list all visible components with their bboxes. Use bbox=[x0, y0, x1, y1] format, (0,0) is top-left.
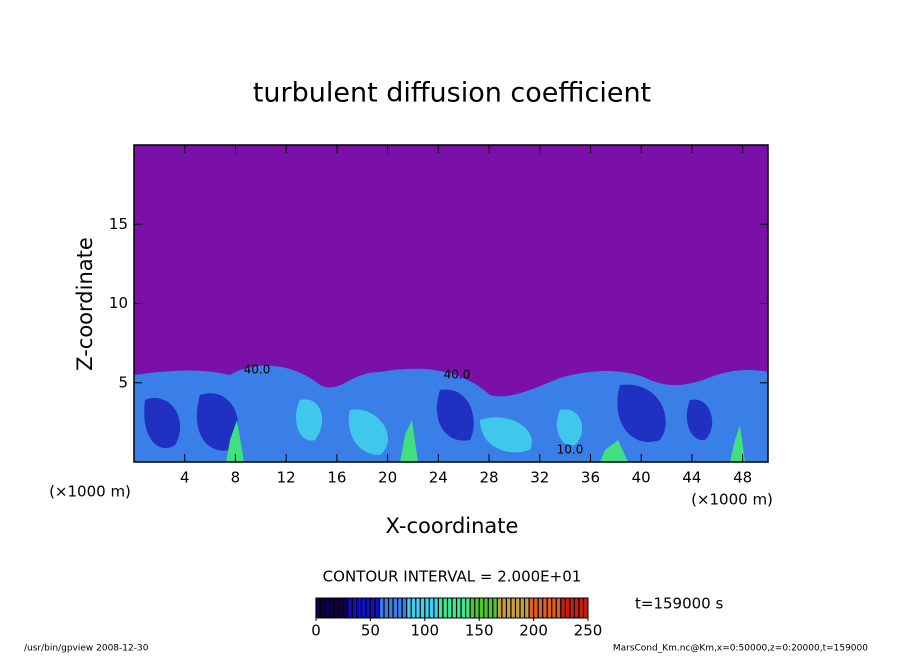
colorbar-cell bbox=[483, 598, 489, 618]
colorbar-cell bbox=[547, 598, 552, 618]
x-axis-label: X-coordinate bbox=[386, 514, 519, 538]
colorbar-cell bbox=[334, 598, 339, 618]
colorbar-cell bbox=[520, 598, 525, 618]
colorbar-cell bbox=[447, 598, 452, 618]
colorbar-cell bbox=[433, 598, 439, 618]
colorbar-cell bbox=[429, 598, 434, 618]
colorbar-cell bbox=[379, 598, 384, 618]
contour-label: 40.0 bbox=[244, 363, 271, 377]
field-high bbox=[295, 399, 583, 455]
colorbar-cell bbox=[320, 598, 326, 618]
colorbar-cell bbox=[501, 598, 507, 618]
colorbar-cell bbox=[533, 598, 539, 618]
colorbar-cell bbox=[488, 598, 493, 618]
colorbar-cell bbox=[365, 598, 371, 618]
x-tick-label: 48 bbox=[733, 469, 752, 487]
colorbar-cell bbox=[442, 598, 448, 618]
colorbar-cell bbox=[497, 598, 502, 618]
colorbar-cell bbox=[370, 598, 375, 618]
colorbar-tick-label: 100 bbox=[410, 622, 439, 640]
colorbar-cell bbox=[529, 598, 534, 618]
x-tick-label: 28 bbox=[479, 469, 498, 487]
colorbar-frame bbox=[315, 597, 589, 619]
colorbar-cell bbox=[393, 598, 398, 618]
colorbar-tick-label: 150 bbox=[465, 622, 494, 640]
colorbar-cell bbox=[411, 598, 416, 618]
contour-label: 40.0 bbox=[444, 368, 471, 382]
colorbar-cell bbox=[406, 598, 412, 618]
x-tick-label: 4 bbox=[180, 469, 190, 487]
footer-right: MarsCond_Km.nc@Km,x=0:50000,z=0:20000,t=… bbox=[613, 644, 868, 654]
colorbar-cell bbox=[465, 598, 471, 618]
colorbar-cell bbox=[470, 598, 475, 618]
x-unit: (×1000 m) bbox=[691, 491, 773, 509]
x-tick-label: 8 bbox=[231, 469, 241, 487]
colorbar-cell bbox=[578, 598, 584, 618]
x-tick-label: 44 bbox=[682, 469, 701, 487]
y-tick-label: 5 bbox=[118, 373, 128, 391]
colorbar-cell bbox=[565, 598, 570, 618]
x-tick-label: 36 bbox=[581, 469, 600, 487]
colorbar-cell bbox=[356, 598, 362, 618]
colorbar-cell bbox=[374, 598, 380, 618]
colorbar-cell bbox=[329, 598, 335, 618]
field-peak bbox=[226, 420, 745, 462]
time-label: t=159000 s bbox=[635, 595, 723, 613]
colorbar-cell bbox=[542, 598, 548, 618]
colorbar-cell bbox=[479, 598, 484, 618]
x-tick-label: 20 bbox=[378, 469, 397, 487]
colorbar-cell bbox=[343, 598, 348, 618]
colorbar-cell bbox=[397, 598, 403, 618]
colorbar-cell bbox=[456, 598, 462, 618]
x-tick-label: 40 bbox=[632, 469, 651, 487]
chart-title: turbulent diffusion coefficient bbox=[253, 78, 651, 109]
y-tick-label: 10 bbox=[109, 294, 128, 312]
colorbar-cell bbox=[352, 598, 357, 618]
colorbar-cell bbox=[384, 598, 389, 618]
field: 40.0 40.0 10.0 bbox=[133, 144, 769, 463]
colorbar-tick-label: 200 bbox=[519, 622, 548, 640]
colorbar-cell bbox=[420, 598, 425, 618]
colorbar-cell bbox=[347, 598, 353, 618]
x-tick-label: 32 bbox=[530, 469, 549, 487]
colorbar-cell bbox=[551, 598, 557, 618]
x-tick-label: 24 bbox=[429, 469, 448, 487]
colorbar-cell bbox=[524, 598, 530, 618]
colorbar-cell bbox=[506, 598, 511, 618]
x-tick-label: 12 bbox=[277, 469, 296, 487]
colorbar-cell bbox=[538, 598, 543, 618]
colorbar-cell bbox=[510, 598, 516, 618]
colorbar-cell bbox=[574, 598, 579, 618]
colorbar-cell bbox=[452, 598, 457, 618]
colorbar-cell bbox=[325, 598, 330, 618]
colorbar-tick-label: 250 bbox=[574, 622, 603, 640]
colorbar-cell bbox=[474, 598, 480, 618]
colorbar-cell bbox=[515, 598, 520, 618]
colorbar-cell bbox=[402, 598, 407, 618]
colorbar-cell bbox=[492, 598, 498, 618]
colorbar-cell bbox=[415, 598, 421, 618]
x-tick-label: 16 bbox=[327, 469, 346, 487]
colorbar-cell bbox=[583, 598, 588, 618]
contour-interval: CONTOUR INTERVAL = 2.000E+01 bbox=[323, 568, 582, 586]
contour-label: 10.0 bbox=[557, 443, 584, 457]
y-axis-label: Z-coordinate bbox=[73, 237, 97, 371]
colorbar-cell bbox=[560, 598, 566, 618]
colorbar-cell bbox=[388, 598, 394, 618]
colorbar-cell bbox=[461, 598, 466, 618]
y-unit: (×1000 m) bbox=[49, 483, 131, 501]
colorbar-cell bbox=[338, 598, 344, 618]
colorbar-cell bbox=[361, 598, 366, 618]
colorbar-cell bbox=[556, 598, 561, 618]
colorbar-tick-label: 0 bbox=[311, 622, 321, 640]
colorbar-tick-label: 50 bbox=[361, 622, 380, 640]
colorbar-cell bbox=[316, 598, 321, 618]
y-tick-label: 15 bbox=[109, 215, 128, 233]
colorbar-cell bbox=[438, 598, 443, 618]
footer-left: /usr/bin/gpview 2008-12-30 bbox=[24, 644, 149, 654]
colorbar-cell bbox=[424, 598, 430, 618]
colorbar-cell bbox=[569, 598, 575, 618]
